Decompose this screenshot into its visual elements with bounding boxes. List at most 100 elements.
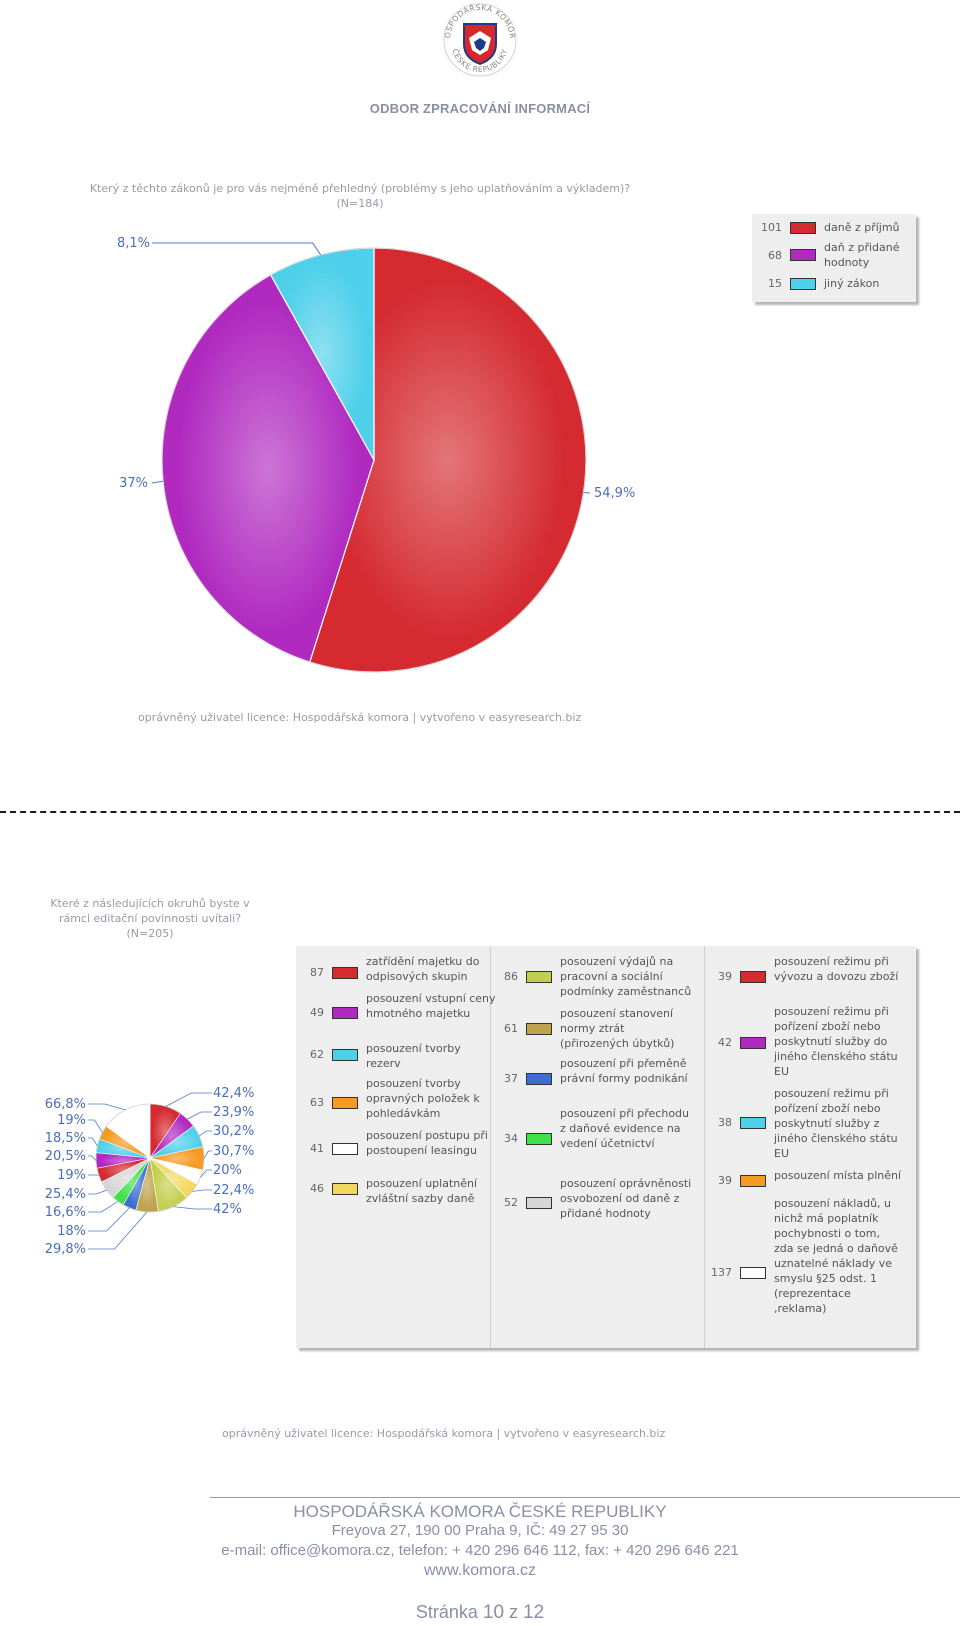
legend-count: 39 bbox=[718, 970, 732, 983]
pie-leader-line bbox=[88, 1119, 103, 1133]
legend-label: posouzení uplatnění zvláštní sazby daně bbox=[366, 1177, 478, 1205]
pie-leader-line bbox=[88, 1103, 126, 1111]
legend-count: 63 bbox=[310, 1096, 324, 1109]
chart2-legend-item: 37 posouzení při přeměně právní formy pod… bbox=[494, 1056, 692, 1086]
pie-leader-line bbox=[203, 1150, 212, 1159]
pie-leader-line bbox=[88, 1189, 107, 1195]
pie-leader-line bbox=[199, 1130, 212, 1137]
pie-slice-label: 20,5% bbox=[45, 1149, 86, 1164]
legend-count: 68 bbox=[768, 248, 782, 262]
pie-leader-line bbox=[88, 1211, 148, 1250]
chart2-legend-item: 39 posouzení místa plnění bbox=[708, 1168, 902, 1187]
pie-leader-line bbox=[88, 1155, 97, 1161]
pie-leader-line bbox=[151, 480, 164, 484]
legend-swatch bbox=[332, 1097, 358, 1109]
chart2-legend-item: 41 posouzení postupu při postoupení leasi… bbox=[300, 1128, 498, 1158]
legend-count: 15 bbox=[768, 277, 782, 290]
footer-org: HOSPODÁŘSKÁ KOMORA ČESKÉ REPUBLIKY bbox=[293, 1502, 667, 1521]
pie-slice-label: 54,9% bbox=[594, 486, 635, 501]
legend-label: posouzení vstupní ceny hmotného majetku bbox=[366, 992, 496, 1020]
pie-slice-label: 66,8% bbox=[45, 1097, 86, 1112]
pie-leader-line bbox=[173, 1206, 212, 1210]
chart1-pie: 54,9% 37% 8,1% bbox=[117, 236, 635, 673]
chart2-subtitle: (N=205) bbox=[126, 927, 174, 940]
chart1-credit: oprávněný uživatel licence: Hospodářská … bbox=[138, 711, 582, 724]
pie-leader-line bbox=[200, 1169, 212, 1178]
legend-label: posouzení nákladů, u nichž má poplatník … bbox=[774, 1197, 898, 1315]
legend-label: posouzení režimu při pořízení zboží nebo… bbox=[774, 1087, 898, 1160]
legend-count: 42 bbox=[718, 1036, 732, 1049]
chart2-legend-item: 52 posouzení oprávněnosti osvobození od d… bbox=[494, 1176, 692, 1221]
chart2-legend-item: 49 posouzení vstupní ceny hmotného majetk… bbox=[300, 991, 498, 1021]
pie-slice-label: 42,4% bbox=[213, 1086, 254, 1101]
chart2-legend-item: 42 posouzení režimu při pořízení zboží ne… bbox=[708, 1004, 902, 1079]
legend-label: posouzení režimu při pořízení zboží nebo… bbox=[774, 1005, 898, 1078]
footer-web: www.komora.cz bbox=[423, 1562, 537, 1579]
dashed-divider bbox=[0, 811, 960, 813]
chart2-legend: 87 zatřídění majetku do odpisových skupin… bbox=[296, 946, 916, 1348]
legend-swatch bbox=[790, 249, 816, 261]
legend-swatch bbox=[332, 1183, 358, 1195]
pie-slice-label: 30,7% bbox=[213, 1144, 254, 1159]
chart2-legend-item: 62 posouzení tvorby rezerv bbox=[300, 1041, 498, 1071]
footer-contact: e-mail: office@komora.cz, telefon: + 420… bbox=[221, 1542, 739, 1559]
pie-leader-line bbox=[152, 242, 322, 256]
chart1-legend: 101 daně z příjmů 68 daň z přidané hodno… bbox=[752, 214, 916, 302]
chart2-legend-item: 137 posouzení nákladů, u nichž má poplatn… bbox=[708, 1196, 902, 1316]
pie-leader-line bbox=[192, 1189, 212, 1192]
chart2-legend-item: 86 posouzení výdajů na pracovní a sociáln… bbox=[494, 954, 692, 999]
legend-label: posouzení výdajů na pracovní a sociální … bbox=[560, 955, 692, 998]
legend-count: 34 bbox=[504, 1132, 518, 1145]
legend-label: posouzení při přeměně právní formy podni… bbox=[560, 1057, 688, 1085]
legend-count: 86 bbox=[504, 970, 518, 983]
legend-swatch bbox=[332, 1143, 358, 1155]
pie-slice-label: 22,4% bbox=[213, 1183, 254, 1198]
department-title: ODBOR ZPRACOVÁNÍ INFORMACÍ bbox=[369, 101, 591, 116]
pie-leader-line bbox=[187, 1111, 212, 1120]
legend-swatch bbox=[790, 277, 816, 290]
pie-slice-label: 18% bbox=[57, 1224, 86, 1239]
legend-count: 52 bbox=[504, 1196, 518, 1209]
pie-leader-line bbox=[88, 1201, 119, 1213]
legend-label: posouzení místa plnění bbox=[774, 1169, 902, 1182]
chart2-title: Které z následujících okruhů byste v rám… bbox=[50, 897, 250, 925]
legend-swatch bbox=[740, 971, 766, 983]
pie-slice-label: 23,9% bbox=[213, 1105, 254, 1120]
legend-swatch bbox=[332, 1049, 358, 1061]
legend-swatch bbox=[740, 1037, 766, 1049]
pie-slice-label: 8,1% bbox=[117, 236, 150, 251]
legend-swatch bbox=[526, 971, 552, 983]
legend-column-divider bbox=[704, 946, 705, 1348]
pie-outline bbox=[161, 247, 587, 673]
pie-slice-label: 29,8% bbox=[45, 1242, 86, 1257]
legend-count: 101 bbox=[761, 221, 782, 234]
chart1-title: Který z těchto zákonů je pro vás nejméně… bbox=[89, 182, 631, 195]
chart1-title-block: Který z těchto zákonů je pro vás nejméně… bbox=[60, 181, 660, 211]
chamber-logo: HOSPODÁŘSKÁ KOMORA ČESKÉ REPUBLIKY bbox=[440, 0, 516, 77]
legend-swatch bbox=[740, 1267, 766, 1279]
legend-label: posouzení tvorby rezerv bbox=[366, 1042, 461, 1070]
legend-count: 62 bbox=[310, 1048, 324, 1061]
legend-label: zatřídění majetku do odpisových skupin bbox=[366, 955, 480, 983]
footer-address: Freyova 27, 190 00 Praha 9, IČ: 49 27 95… bbox=[331, 1522, 629, 1539]
chart2-legend-item: 39 posouzení režimu při vývozu a dovozu z… bbox=[708, 954, 902, 984]
legend-count: 49 bbox=[310, 1006, 324, 1019]
legend-count: 87 bbox=[310, 966, 324, 979]
legend-count: 41 bbox=[310, 1142, 324, 1155]
chart1-subtitle: (N=184) bbox=[336, 197, 384, 210]
pie-slice-label: 30,2% bbox=[213, 1124, 254, 1139]
legend-label: posouzení režimu při vývozu a dovozu zbo… bbox=[774, 955, 899, 983]
legend-swatch bbox=[332, 1007, 358, 1019]
chart1-legend-item: 101 daně z příjmů bbox=[756, 220, 910, 235]
chart2-pie: 42,4% 23,9% 30,2% 30,7% 20% 22,4% 42% 29,8% 18% 1… bbox=[45, 1086, 255, 1257]
pie-slice-label: 16,6% bbox=[45, 1205, 86, 1220]
page-sep: z bbox=[509, 1602, 519, 1622]
legend-label: posouzení tvorby opravných položek k poh… bbox=[366, 1077, 480, 1120]
pie-slice-label: 18,5% bbox=[45, 1131, 86, 1146]
legend-count: 37 bbox=[504, 1072, 518, 1085]
legend-label: daně z příjmů bbox=[824, 221, 900, 234]
chart1-legend-item: 68 daň z přidané hodnoty bbox=[756, 240, 910, 270]
legend-label: daň z přidané hodnoty bbox=[824, 241, 900, 269]
chart2-legend-item: 63 posouzení tvorby opravných položek k p… bbox=[300, 1076, 498, 1121]
legend-label: posouzení postupu při postoupení leasing… bbox=[366, 1129, 488, 1157]
